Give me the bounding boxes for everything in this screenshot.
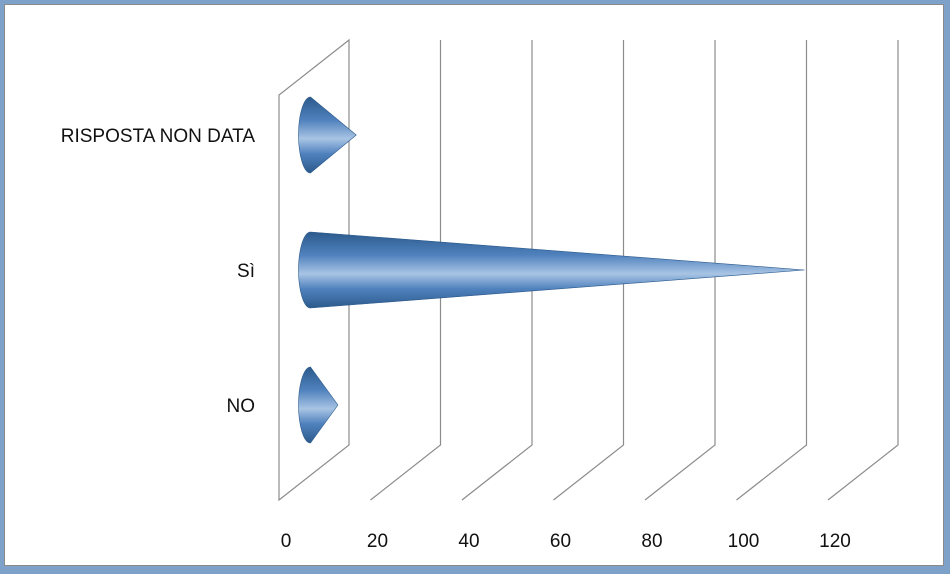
gridline	[553, 40, 625, 501]
chart-area: 0 20 40 60 80 100 120 NO Sì RISPOSTA NON DATA	[4, 4, 944, 566]
category-label: NO	[227, 396, 256, 417]
gridline	[644, 40, 716, 501]
gridline	[461, 40, 533, 501]
x-tick-label: 100	[728, 531, 760, 552]
category-label: Sì	[237, 261, 255, 282]
x-tick-label: 0	[281, 531, 292, 552]
category-label: RISPOSTA NON DATA	[61, 126, 256, 147]
gridline	[736, 40, 808, 501]
x-tick-label: 80	[641, 531, 662, 552]
x-tick-label: 60	[550, 531, 571, 552]
cone-bar	[298, 366, 339, 444]
gridline	[370, 40, 442, 501]
x-tick-label: 40	[458, 531, 479, 552]
cone-bar-chart: 0 20 40 60 80 100 120 NO Sì RISPOSTA NON DATA	[61, 38, 899, 552]
cone-bar	[298, 231, 805, 309]
back-wall	[278, 38, 350, 502]
cone-bar	[298, 96, 357, 174]
x-tick-label: 120	[819, 531, 851, 552]
x-tick-label: 20	[367, 531, 388, 552]
gridline	[827, 40, 899, 501]
